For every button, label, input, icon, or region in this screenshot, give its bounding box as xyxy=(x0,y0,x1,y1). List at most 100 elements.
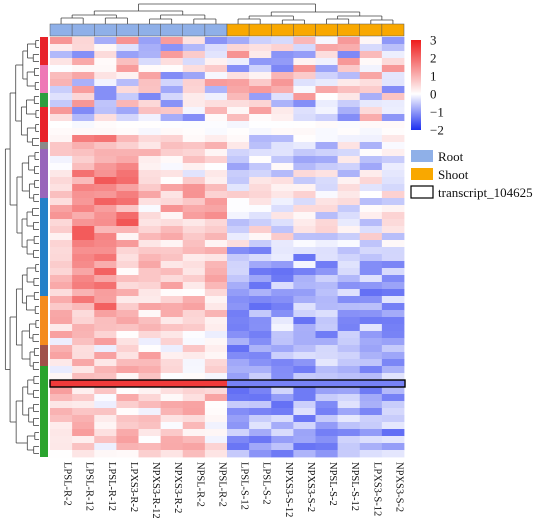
heatmap-cell xyxy=(72,177,95,185)
heatmap-cell xyxy=(271,408,294,416)
heatmap-cell xyxy=(182,436,206,444)
heatmap-cell xyxy=(138,317,162,325)
heatmap-cell xyxy=(204,135,228,143)
heatmap-cell xyxy=(116,86,139,94)
column-group-cell xyxy=(248,23,272,37)
heatmap-cell xyxy=(138,296,162,304)
heatmap-cell xyxy=(182,331,206,339)
heatmap-cell xyxy=(160,415,184,423)
heatmap-cell xyxy=(204,79,228,87)
heatmap-cell xyxy=(381,233,405,241)
column-labels: LPSL-R-2 LPSL-R-12 LPSL-R-12 LPXS3-R-2 NPXS3… xyxy=(62,462,405,519)
heatmap-cell xyxy=(50,296,73,304)
heatmap-cell xyxy=(249,240,272,248)
column-group-cell xyxy=(116,23,139,37)
heatmap-cell xyxy=(94,401,117,409)
heatmap-cell xyxy=(138,79,162,87)
heatmap-cell xyxy=(271,268,294,276)
heatmap-cell xyxy=(227,324,250,332)
heatmap-cell xyxy=(359,247,383,255)
heatmap-cell xyxy=(72,373,95,381)
heatmap-cell xyxy=(204,436,228,444)
heatmap-cell xyxy=(315,128,339,136)
heatmap-cell xyxy=(72,303,95,311)
heatmap-cell xyxy=(94,338,117,346)
heatmap-cell xyxy=(204,170,228,178)
heatmap-cell xyxy=(138,37,162,45)
heatmap-cell xyxy=(315,366,339,374)
heatmap-cell xyxy=(293,142,316,150)
heatmap-cell xyxy=(182,254,206,262)
heatmap-cell xyxy=(160,338,184,346)
heatmap-cell xyxy=(116,240,139,248)
heatmap-cell xyxy=(50,317,73,325)
heatmap-cell xyxy=(337,289,361,297)
heatmap-cell xyxy=(72,380,95,388)
heatmap-cell xyxy=(204,359,228,367)
heatmap-cell xyxy=(204,310,228,318)
heatmap-cell xyxy=(359,303,383,311)
heatmap-cell xyxy=(204,100,228,108)
heatmap-cell xyxy=(116,37,139,45)
heatmap-cell xyxy=(50,443,73,451)
heatmap-cell xyxy=(94,51,117,59)
heatmap-cell xyxy=(293,100,316,108)
heatmap-cell xyxy=(138,219,162,227)
heatmap-cell xyxy=(359,198,383,206)
heatmap-cell xyxy=(160,352,184,360)
heatmap-cell xyxy=(116,79,139,87)
heatmap-cell xyxy=(72,121,95,129)
heatmap-cell xyxy=(227,184,250,192)
heatmap-cell xyxy=(138,366,162,374)
heatmap-cell xyxy=(359,93,383,101)
heatmap-cell xyxy=(182,240,206,248)
heatmap-cell xyxy=(271,317,294,325)
heatmap-cell xyxy=(138,345,162,353)
heatmap-cell xyxy=(227,44,250,52)
heatmap-cell xyxy=(249,219,272,227)
column-group-cell xyxy=(226,23,250,37)
heatmap-cell xyxy=(182,128,206,136)
heatmap-cell xyxy=(138,289,162,297)
heatmap-cell xyxy=(94,226,117,234)
heatmap-cell xyxy=(249,429,272,437)
heatmap-cell xyxy=(337,107,361,115)
column-label: NPSL-R-2 xyxy=(194,462,205,507)
heatmap-cell xyxy=(381,443,405,451)
heatmap-cell xyxy=(160,240,184,248)
heatmap-cell xyxy=(160,114,184,122)
heatmap-cell xyxy=(50,289,73,297)
heatmap-cell xyxy=(337,408,361,416)
heatmap-cell xyxy=(315,324,339,332)
heatmap-cell xyxy=(138,338,162,346)
heatmap-cell xyxy=(72,296,95,304)
heatmap-cell xyxy=(50,128,73,136)
heatmap-cell xyxy=(182,380,206,388)
heatmap-cell xyxy=(227,254,250,262)
heatmap-cell xyxy=(116,268,139,276)
heatmap-cell xyxy=(337,317,361,325)
heatmap-cell xyxy=(293,352,316,360)
heatmap-cell xyxy=(227,135,250,143)
heatmap-cell xyxy=(116,51,139,59)
heatmap-cell xyxy=(160,380,184,388)
heatmap-cell xyxy=(249,156,272,164)
heatmap-cell xyxy=(116,415,139,423)
heatmap-cell xyxy=(72,247,95,255)
heatmap-cell xyxy=(337,114,361,122)
heatmap-cell xyxy=(138,156,162,164)
legend-swatch xyxy=(411,168,433,180)
heatmap-cell xyxy=(337,212,361,220)
heatmap-cell xyxy=(138,240,162,248)
heatmap-cell xyxy=(72,170,95,178)
column-group-cell xyxy=(160,23,183,37)
heatmap-cell xyxy=(50,79,73,87)
heatmap-cell xyxy=(72,44,95,52)
heatmap-cell xyxy=(116,205,139,213)
heatmap-cell xyxy=(72,359,95,367)
heatmap-cell xyxy=(315,72,339,80)
heatmap-cell xyxy=(315,345,339,353)
heatmap-cell xyxy=(359,177,383,185)
heatmap-cell xyxy=(337,310,361,318)
heatmap-cell xyxy=(271,198,294,206)
